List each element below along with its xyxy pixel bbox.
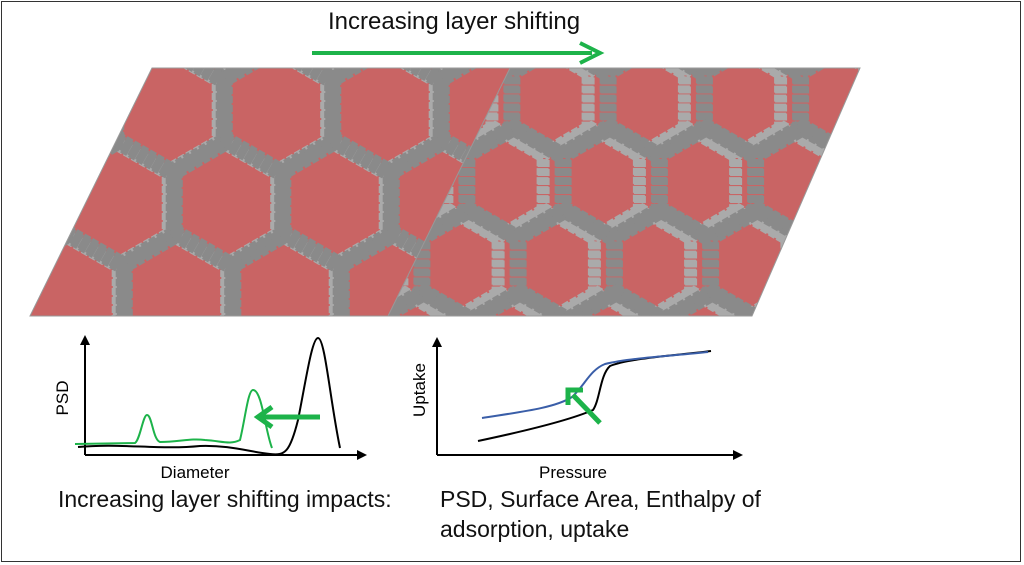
framework-ring: [154, 68, 274, 86]
uptake-plot: [432, 337, 743, 460]
framework-ring: [844, 118, 860, 247]
framework-ring: [922, 0, 1017, 73]
impacts-list-line2: adsorption, uptake: [440, 516, 630, 542]
framework-ring: [30, 68, 124, 182]
figure-title: Increasing layer shifting: [328, 8, 581, 35]
uptake-shift-arrow: [571, 393, 602, 425]
framework-ring: [45, 68, 166, 86]
framework-ring: [183, 327, 290, 451]
framework-ring: [820, 68, 860, 80]
framework-ring: [723, 68, 832, 80]
framework-ring: [30, 68, 116, 179]
framework-ring: [781, 203, 860, 316]
framework-ring: [645, 68, 757, 82]
framework-ring: [826, 120, 860, 245]
framework-ring: [594, 0, 701, 79]
framework-ring: [627, 68, 735, 80]
uptake-ylabel: Uptake: [410, 363, 429, 417]
psd-curve-shifted: [74, 388, 273, 449]
framework-ring: [49, 68, 174, 89]
framework-ring: [0, 234, 15, 358]
psd-xlabel: Diameter: [161, 463, 230, 482]
framework-ring: [600, 0, 707, 79]
unit-cell-right: [387, 67, 861, 317]
framework-ring: [479, 68, 520, 86]
impacts-label: Increasing layer shifting impacts:: [58, 486, 392, 512]
framework-ring: [262, 68, 383, 86]
layer-shift-arrow: [312, 41, 605, 65]
framework-ring: [736, 285, 844, 316]
framework-ring: [266, 68, 391, 89]
framework-ring: [75, 327, 182, 451]
framework-ring: [30, 131, 74, 275]
framework-ring: [549, 68, 661, 82]
impacts-list-line1: PSD, Surface Area, Enthalpy of: [440, 486, 761, 512]
psd-ylabel: PSD: [53, 381, 72, 416]
psd-curve-eclipsed: [77, 336, 341, 456]
framework-ring: [877, 45, 972, 155]
framework-ring: [286, 327, 393, 451]
framework-ring: [30, 134, 66, 272]
framework-ring: [897, 45, 992, 155]
framework-ring: [371, 68, 491, 86]
framework-ring: [754, 283, 860, 316]
framework-ring: [453, 68, 565, 82]
framework-ring: [433, 68, 520, 182]
framework-ring: [292, 327, 399, 451]
framework-ring: [483, 68, 520, 89]
framework-ring: [158, 68, 282, 89]
uptake-curve-eclipsed: [477, 350, 712, 442]
framework-ring: [375, 68, 499, 89]
framework-ring: [838, 68, 860, 82]
framework-ring: [0, 234, 9, 358]
framework-ring: [435, 68, 543, 80]
framework-ring: [942, 0, 1024, 73]
uptake-curve-shifted: [481, 351, 709, 419]
psd-plot: [74, 335, 367, 460]
framework-ring: [741, 68, 854, 82]
framework-ring: [799, 200, 860, 316]
uptake-xlabel: Pressure: [539, 463, 607, 482]
